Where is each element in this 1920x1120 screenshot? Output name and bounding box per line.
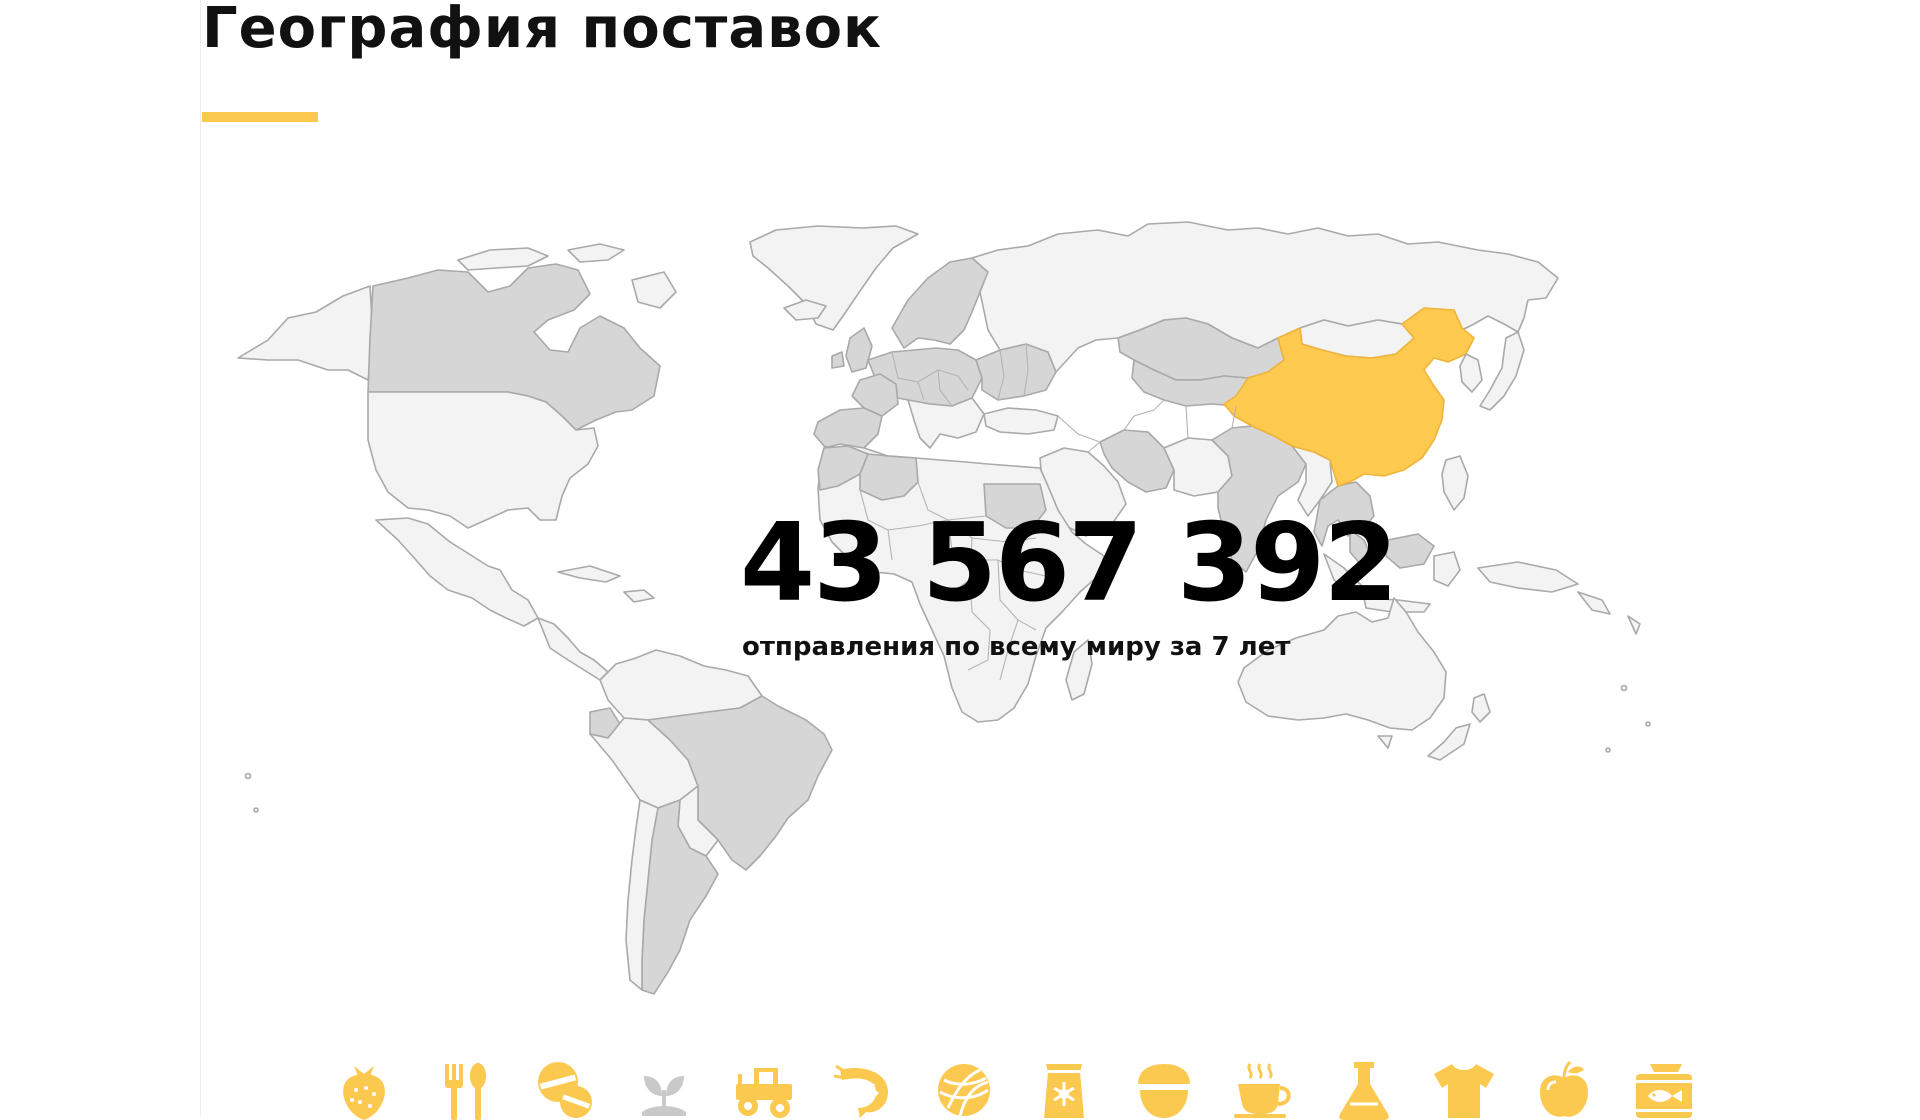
country-usa[interactable]: [367, 391, 599, 529]
strawberry-icon[interactable]: [332, 1060, 396, 1120]
country-balkans[interactable]: [907, 397, 985, 449]
island-dot: [253, 807, 259, 813]
island-dot: [244, 772, 252, 780]
country-cuba[interactable]: [557, 565, 655, 603]
island-dot: [1605, 747, 1611, 753]
country-japan[interactable]: [1479, 331, 1525, 411]
country-uk[interactable]: [831, 327, 873, 373]
country-chile[interactable]: [625, 799, 659, 991]
title-accent-underline: [202, 112, 318, 122]
country-indonesia[interactable]: [1323, 551, 1579, 613]
country-central-america[interactable]: [537, 617, 609, 681]
country-france[interactable]: [851, 373, 899, 417]
seed-bag-icon[interactable]: [1032, 1060, 1096, 1120]
country-egypt[interactable]: [983, 483, 1047, 529]
country-iran[interactable]: [1099, 429, 1175, 493]
tshirt-icon[interactable]: [1432, 1060, 1496, 1120]
fish-can-icon[interactable]: [1632, 1060, 1696, 1120]
country-malaysia[interactable]: [1349, 529, 1435, 569]
page-title: География поставок: [202, 0, 883, 61]
country-iberia[interactable]: [813, 407, 883, 453]
asia-borders: [1057, 399, 1237, 453]
country-tasmania[interactable]: [1377, 735, 1393, 749]
country-china[interactable]: [1223, 307, 1475, 487]
country-canada-islands[interactable]: [457, 243, 677, 309]
seedling-icon[interactable]: [632, 1060, 696, 1120]
europe-borders: [891, 343, 1029, 407]
shipments-caption: отправления по всему миру за 7 лет: [742, 632, 1291, 662]
country-madagascar[interactable]: [1065, 639, 1093, 701]
country-algeria[interactable]: [859, 453, 919, 501]
apple-icon[interactable]: [1532, 1060, 1596, 1120]
island-dot: [1645, 721, 1651, 727]
shrimp-icon[interactable]: [832, 1060, 896, 1120]
flask-icon[interactable]: [1332, 1060, 1396, 1120]
africa-borders: [859, 481, 1047, 681]
nut-icon[interactable]: [1132, 1060, 1196, 1120]
coffee-cup-icon[interactable]: [1232, 1060, 1296, 1120]
country-korea[interactable]: [1459, 353, 1483, 393]
country-usa-alaska[interactable]: [237, 285, 374, 381]
country-mexico[interactable]: [375, 517, 539, 627]
world-map: [237, 221, 1651, 995]
left-divider-line: [200, 0, 201, 1116]
country-morocco[interactable]: [817, 445, 869, 491]
country-turkey[interactable]: [983, 407, 1059, 435]
pills-icon[interactable]: [532, 1060, 596, 1120]
country-australia[interactable]: [1237, 597, 1447, 731]
island-dot: [1620, 684, 1628, 692]
country-scandinavia[interactable]: [891, 257, 989, 349]
country-greenland[interactable]: [749, 225, 919, 331]
shipments-counter: 43 567 392: [740, 501, 1398, 626]
cutlery-icon[interactable]: [432, 1060, 496, 1120]
islands-pacific[interactable]: [1577, 591, 1641, 635]
country-philippines[interactable]: [1441, 455, 1469, 511]
country-iceland[interactable]: [783, 299, 827, 321]
yarn-ball-icon[interactable]: [932, 1060, 996, 1120]
country-russia[interactable]: [971, 221, 1559, 373]
tractor-icon[interactable]: [732, 1060, 796, 1120]
country-new-zealand[interactable]: [1427, 693, 1491, 761]
country-eastern-europe[interactable]: [975, 343, 1057, 401]
